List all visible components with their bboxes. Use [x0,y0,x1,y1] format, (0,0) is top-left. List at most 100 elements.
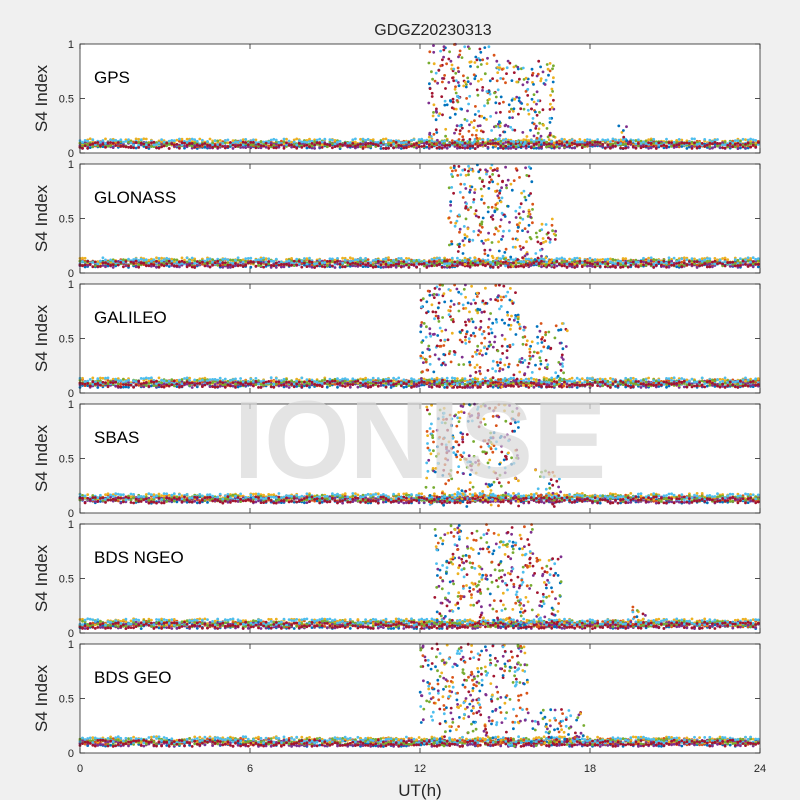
data-point [667,141,671,145]
data-point [410,139,413,142]
data-point [132,143,136,147]
data-point [93,260,97,264]
data-point [139,257,143,261]
data-point [511,109,515,113]
data-point [452,191,455,195]
data-point [713,257,717,260]
data-point [703,145,707,148]
data-point [506,204,510,208]
data-point [81,264,84,268]
data-point [277,144,281,147]
data-point [499,260,503,263]
data-point [101,139,105,142]
data-point [611,144,615,148]
data-point [221,258,225,261]
data-point [539,134,543,138]
data-point [292,138,296,142]
data-point [160,145,164,149]
data-point [519,216,522,220]
data-point [162,264,166,268]
data-point [280,260,283,264]
data-point [654,258,658,262]
data-point [376,144,380,148]
data-point [175,261,179,264]
data-point [682,261,686,265]
data-point [558,262,561,266]
data-point [369,144,373,148]
data-point [670,144,673,148]
data-point [147,264,151,267]
data-point [721,146,724,150]
data-point [642,145,645,149]
data-point [451,169,454,173]
data-point [427,61,431,65]
data-point [206,143,209,147]
data-point [407,266,411,269]
data-point [526,215,530,218]
data-point [508,220,511,224]
data-point [751,265,755,269]
data-point [477,170,481,174]
data-point [491,139,495,142]
data-point [548,117,552,120]
data-point [532,100,536,104]
data-point [591,143,594,147]
data-point [489,264,492,268]
data-point [444,87,447,90]
data-point [320,261,324,265]
data-point [480,239,484,243]
data-point [341,261,344,265]
data-point [555,141,559,144]
data-point [718,261,722,265]
data-point [644,263,648,267]
data-point [672,140,676,144]
data-point [695,260,699,264]
data-point [530,107,533,111]
data-point [180,256,184,260]
data-point [614,262,617,265]
data-point [493,232,496,236]
data-point [422,262,426,266]
data-point [456,174,460,177]
data-point [331,264,334,268]
data-point [305,139,309,142]
data-point [596,138,599,141]
data-point [394,258,398,262]
data-point [652,142,656,145]
data-point [450,139,454,143]
data-point [402,141,406,145]
data-point [520,191,523,195]
data-point [101,261,105,265]
data-point [501,147,505,150]
data-point [498,66,502,70]
data-point [700,142,704,145]
data-point [264,145,268,149]
data-point [274,261,278,265]
data-point [698,258,701,262]
data-point [647,256,650,260]
data-point [479,78,483,81]
data-point [412,259,416,262]
data-point [514,245,517,249]
data-point [611,137,615,141]
data-point [452,67,456,71]
data-point [119,261,123,264]
y-axis-label: S4 Index [32,184,51,252]
data-point [517,99,521,103]
data-point [616,259,620,263]
data-point [466,261,470,265]
data-point [150,259,153,263]
data-point [412,138,416,142]
data-point [497,229,500,233]
data-point [341,256,344,260]
data-point [180,137,184,141]
data-point [399,257,403,260]
data-point [325,143,329,146]
data-point [160,256,164,260]
data-point [736,147,740,151]
data-point [463,141,467,145]
data-point [86,259,90,263]
data-point [550,223,554,227]
data-point [461,259,464,262]
